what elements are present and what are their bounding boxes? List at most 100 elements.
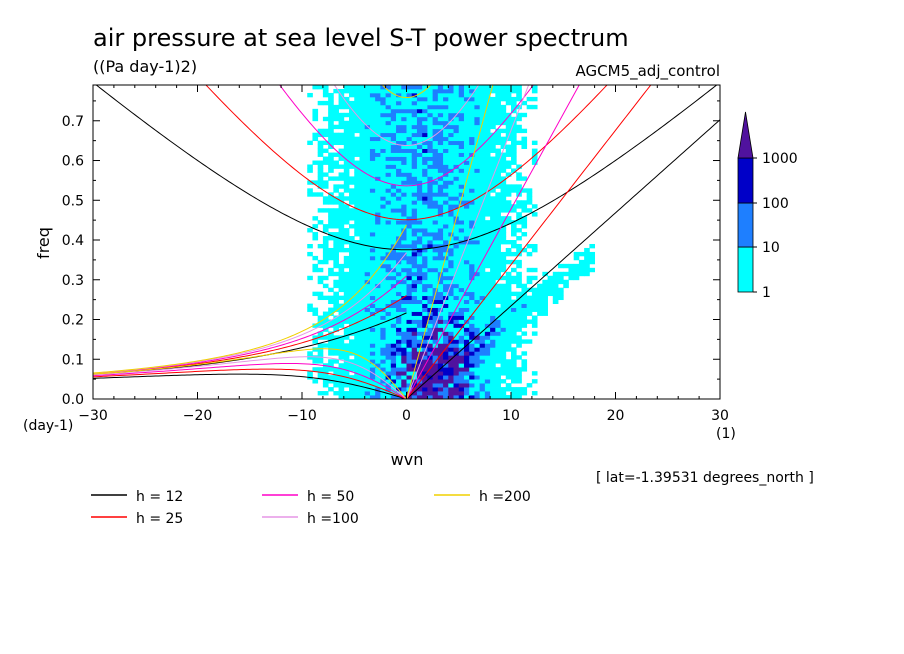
power-cell: [511, 371, 517, 376]
power-cell: [411, 176, 418, 181]
power-cell: [484, 176, 491, 181]
power-cell: [495, 168, 501, 173]
power-cell: [375, 287, 381, 293]
power-cell: [390, 387, 397, 392]
power-cell: [406, 287, 413, 293]
power-cell: [479, 251, 486, 257]
power-cell: [349, 351, 355, 356]
power-cell: [380, 132, 387, 138]
power-cell: [437, 132, 444, 138]
power-cell: [354, 204, 360, 209]
kelvin-curve: [406, 85, 652, 399]
power-cell: [307, 371, 313, 376]
power-cell: [390, 331, 397, 336]
power-cell: [443, 160, 449, 165]
x-tick-label: −30: [78, 408, 108, 424]
power-cell: [396, 164, 402, 169]
power-cell: [338, 208, 345, 213]
power-cell: [333, 255, 339, 261]
power-cell: [458, 315, 465, 320]
power-cell: [396, 343, 402, 348]
power-cell: [479, 255, 486, 261]
power-cell: [380, 232, 387, 237]
power-cell: [317, 391, 324, 396]
power-cell: [490, 315, 496, 320]
power-cell: [364, 168, 371, 173]
power-cell: [495, 112, 501, 118]
power-cell: [474, 383, 481, 388]
power-cell: [479, 172, 486, 177]
x-axis-ticks: −30 −20 −10 0 10 20 30: [78, 85, 729, 424]
power-cell: [359, 287, 366, 293]
power-cell: [495, 387, 501, 392]
power-cell: [349, 92, 355, 98]
power-cell: [479, 367, 486, 372]
power-cell: [375, 228, 381, 233]
power-cell: [448, 355, 454, 360]
power-cell: [369, 200, 376, 205]
power-cell: [312, 355, 319, 360]
power-cell: [369, 319, 376, 324]
power-cell: [474, 327, 481, 332]
power-cell: [505, 319, 512, 324]
power-cell: [354, 331, 360, 336]
power-cell: [453, 128, 460, 134]
power-cell: [453, 339, 460, 344]
power-cell: [401, 355, 407, 360]
power-cell: [484, 395, 491, 399]
power-cell: [495, 391, 501, 396]
y-tick-label: 0.0: [62, 392, 84, 408]
power-cell: [385, 200, 392, 205]
power-cell: [349, 359, 355, 364]
power-cell: [516, 124, 522, 130]
power-cell: [479, 291, 486, 297]
power-cell: [375, 343, 381, 348]
power-cell: [437, 379, 444, 384]
power-cell: [364, 176, 371, 181]
colorbar-label: 10: [762, 240, 780, 256]
power-cell: [312, 307, 319, 312]
power-cell: [484, 331, 491, 336]
power-cell: [369, 144, 376, 149]
power-cell: [505, 188, 512, 193]
power-cell: [375, 184, 381, 189]
power-cell: [354, 228, 360, 233]
power-cell: [401, 387, 407, 392]
power-cell: [516, 299, 522, 304]
power-cell: [328, 220, 334, 225]
power-cell: [479, 275, 486, 281]
power-cell: [448, 196, 454, 201]
power-cell: [495, 283, 501, 289]
power-cell: [380, 375, 387, 380]
power-cell: [448, 224, 454, 229]
power-cell: [484, 164, 491, 169]
power-cell: [380, 224, 387, 229]
power-cell: [479, 267, 486, 273]
power-cell: [380, 327, 387, 332]
power-cell: [416, 208, 423, 213]
power-cell: [411, 255, 418, 261]
power-cell: [322, 323, 329, 328]
power-cell: [448, 220, 454, 225]
power-cell: [328, 295, 334, 301]
power-cell: [317, 208, 324, 213]
power-cell: [463, 247, 470, 253]
power-cell: [500, 351, 507, 356]
power-cell: [390, 224, 397, 229]
power-cell: [380, 116, 387, 122]
power-cell: [490, 196, 496, 201]
power-cell: [317, 267, 324, 273]
power-cell: [416, 124, 423, 130]
power-cell: [349, 164, 355, 169]
power-cell: [385, 184, 392, 189]
power-cell: [328, 363, 334, 368]
power-cell: [484, 180, 491, 185]
power-cell: [484, 371, 491, 376]
power-cell: [516, 92, 522, 98]
power-cell: [516, 112, 522, 118]
power-cell: [380, 156, 387, 161]
power-cell: [333, 279, 339, 285]
power-cell: [401, 184, 407, 189]
power-cell: [500, 319, 507, 324]
power-cell: [495, 247, 501, 253]
